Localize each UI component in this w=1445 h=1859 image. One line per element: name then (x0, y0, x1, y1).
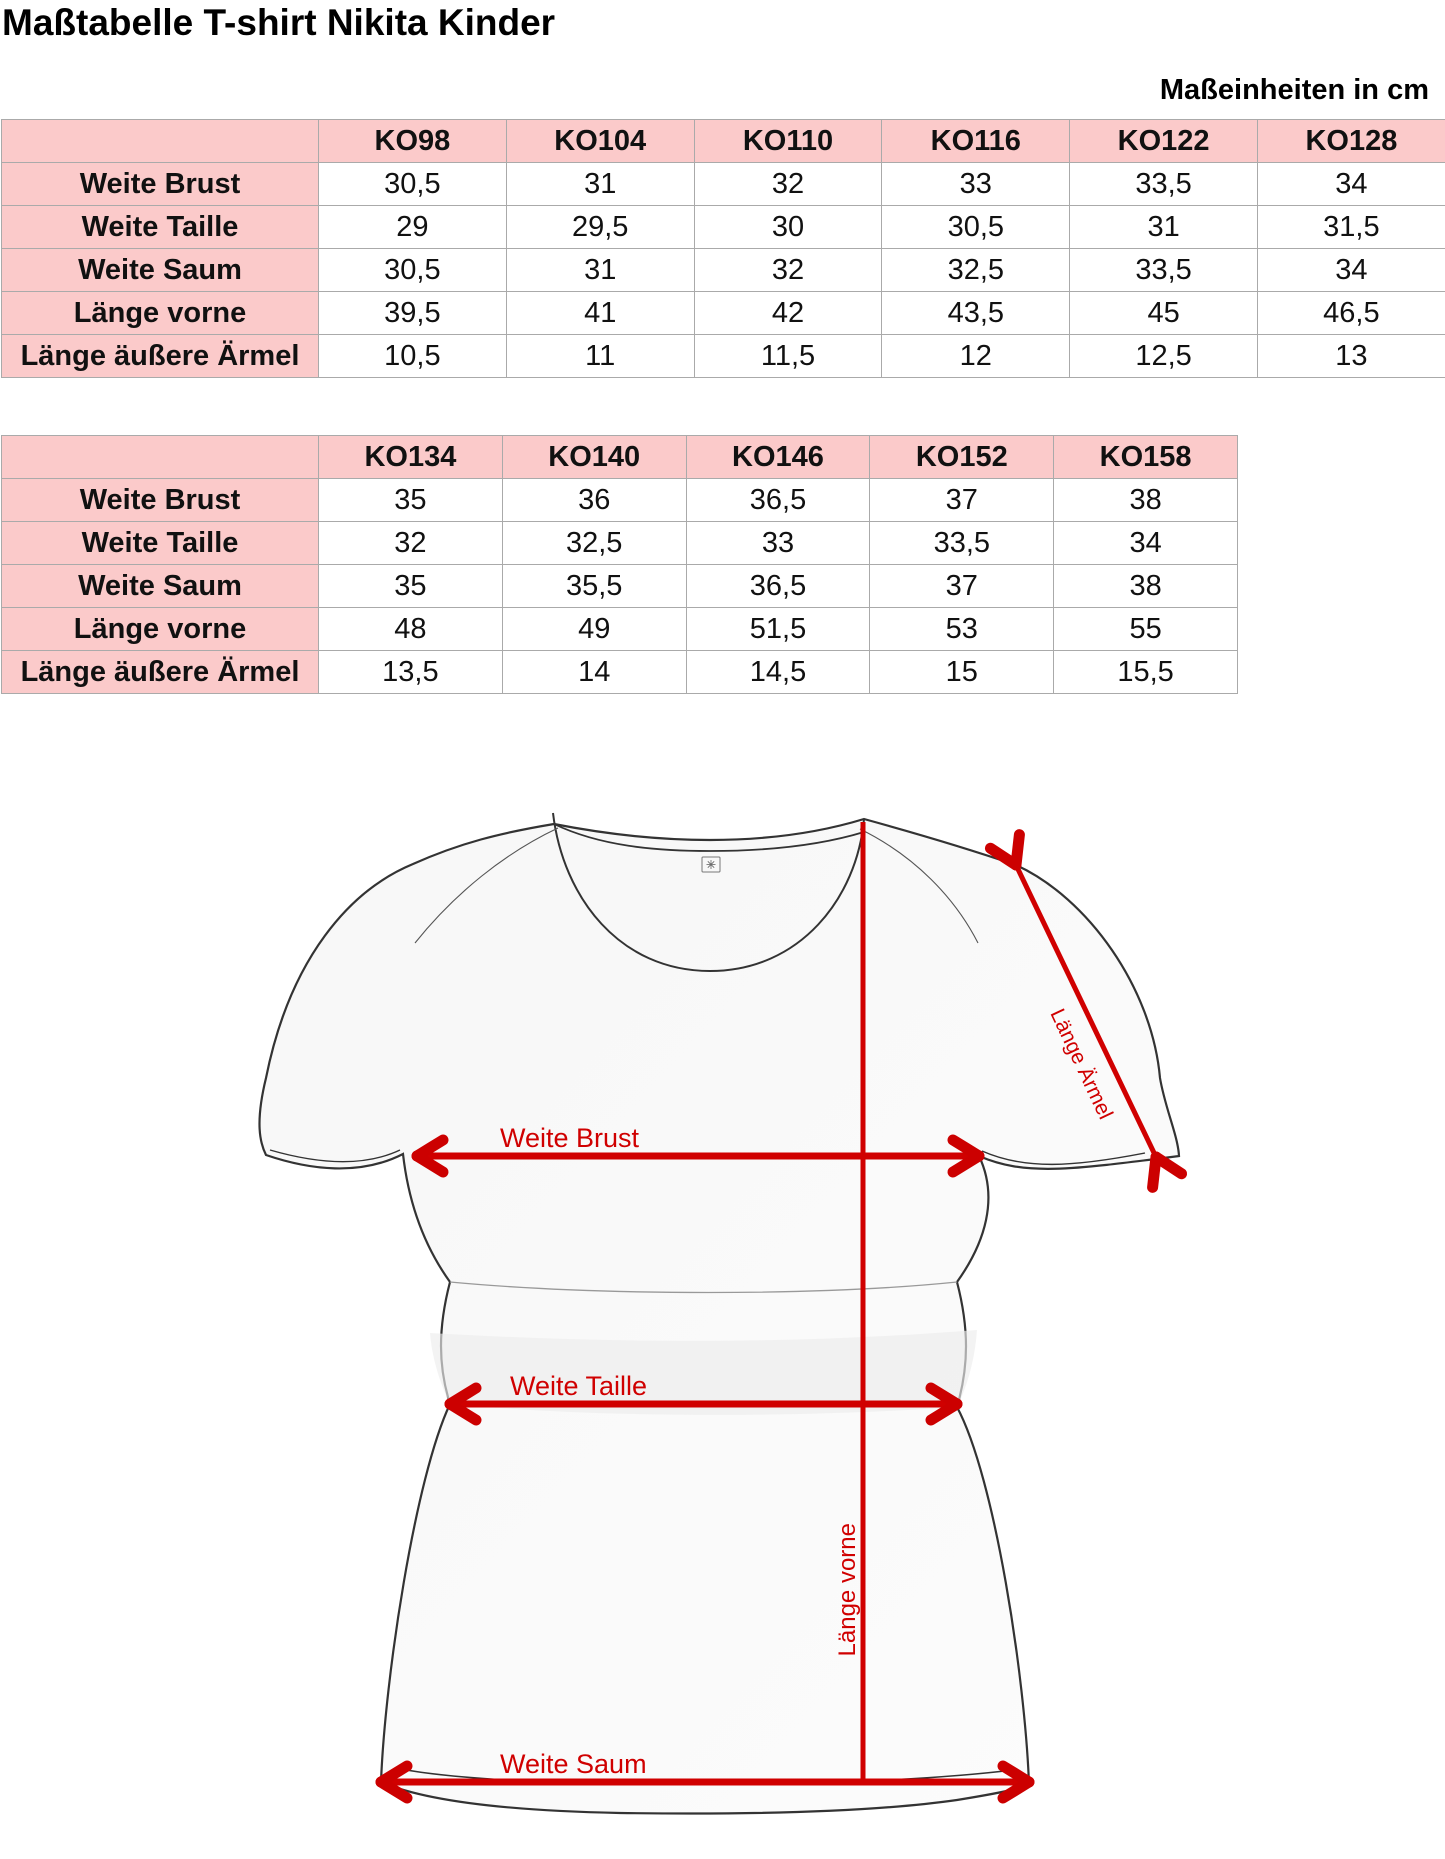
svg-text:Weite Brust: Weite Brust (500, 1123, 640, 1153)
svg-text:Weite Saum: Weite Saum (500, 1749, 647, 1779)
svg-text:Weite Taille: Weite Taille (510, 1371, 647, 1401)
svg-text:Länge vorne: Länge vorne (834, 1523, 861, 1656)
